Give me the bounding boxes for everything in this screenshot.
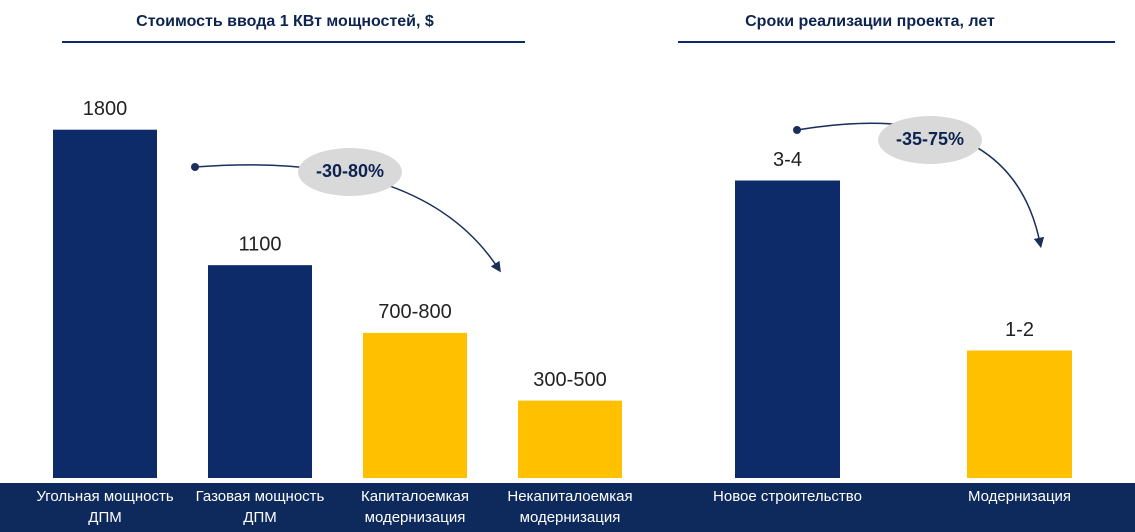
category-label: Капиталоемкая модернизация <box>361 488 469 526</box>
annotation-dot <box>191 163 199 171</box>
category-label: Модернизация <box>967 488 1072 505</box>
category-label: Газовая мощность ДПМ <box>195 488 325 526</box>
bar <box>967 350 1072 478</box>
bar <box>518 400 622 478</box>
value-label: 3-4 <box>773 149 802 171</box>
annotation-bubble <box>298 148 402 196</box>
category-band <box>0 483 1135 532</box>
category-label: Некапиталоемкая модернизация <box>507 488 633 526</box>
bar <box>208 265 312 478</box>
value-label: 1-2 <box>1005 319 1034 341</box>
value-label: 700-800 <box>378 301 451 323</box>
annotation-text: -30-80% <box>316 161 384 181</box>
bar <box>53 129 157 478</box>
category-label: Новое строительство <box>713 488 862 505</box>
bar <box>363 332 467 478</box>
chart-title: Стоимость ввода 1 КВт мощностей, $ <box>136 13 434 30</box>
chart-title: Сроки реализации проекта, лет <box>745 13 995 30</box>
value-label: 1800 <box>83 98 128 120</box>
bar <box>735 180 840 478</box>
value-label: 300-500 <box>533 369 606 391</box>
annotation-dot <box>793 126 801 134</box>
annotation-bubble <box>878 116 982 164</box>
value-label: 1100 <box>238 233 281 255</box>
annotation-text: -35-75% <box>896 129 964 149</box>
category-label: Угольная мощность ДПМ <box>36 488 174 526</box>
